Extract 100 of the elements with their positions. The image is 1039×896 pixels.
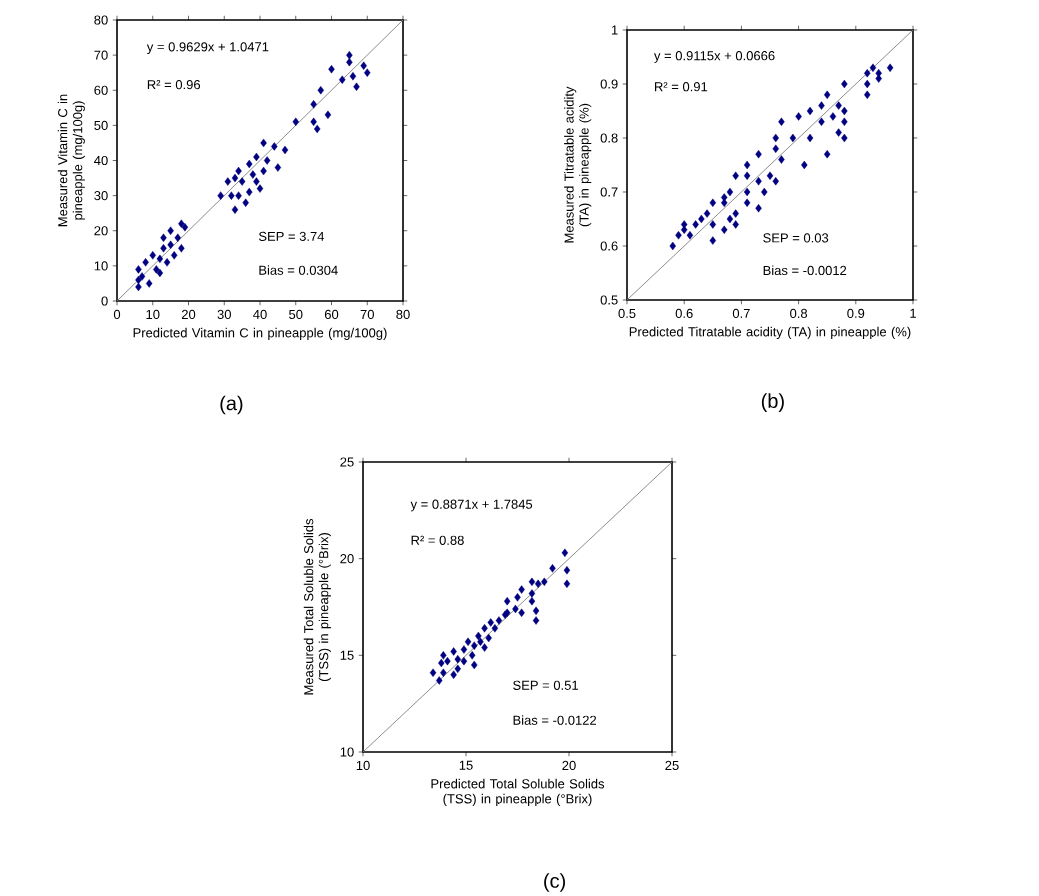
annotation: SEP = 0.51 xyxy=(513,680,579,690)
point xyxy=(864,90,871,99)
x-tick-label: 40 xyxy=(253,309,267,319)
point xyxy=(755,204,762,213)
point xyxy=(260,166,267,176)
y-tick-label: 10 xyxy=(94,261,108,271)
point xyxy=(163,258,171,267)
point xyxy=(732,171,739,180)
point xyxy=(709,236,716,245)
point xyxy=(761,187,768,197)
y-tick-label: 0.5 xyxy=(600,295,618,305)
point xyxy=(541,577,548,587)
x-tick-label: 25 xyxy=(665,760,679,770)
point xyxy=(464,637,472,646)
point xyxy=(353,82,360,91)
point xyxy=(156,254,164,264)
point xyxy=(692,220,699,229)
point xyxy=(875,74,882,83)
annotation: Bias = -0.0012 xyxy=(763,265,847,276)
point xyxy=(246,187,253,197)
point xyxy=(721,225,728,234)
point xyxy=(235,191,242,200)
point xyxy=(743,187,751,197)
point xyxy=(260,138,267,148)
point xyxy=(681,225,688,234)
y-tick-label: 70 xyxy=(94,50,108,60)
point xyxy=(732,209,739,218)
point xyxy=(772,144,779,153)
x-tick-label: 20 xyxy=(562,760,576,770)
x-tick-label: 0.6 xyxy=(675,308,693,318)
point xyxy=(171,251,178,260)
point xyxy=(563,566,571,575)
point xyxy=(440,651,447,660)
point xyxy=(726,214,734,224)
x-tick-label: 80 xyxy=(396,309,410,319)
point xyxy=(235,166,242,176)
point xyxy=(167,226,174,235)
point xyxy=(436,676,443,685)
point xyxy=(512,604,519,614)
point xyxy=(475,631,482,641)
point xyxy=(864,69,871,78)
point xyxy=(491,624,499,633)
point xyxy=(732,220,739,229)
point xyxy=(772,133,779,143)
point xyxy=(256,184,264,193)
x-tick-label: 10 xyxy=(146,309,160,319)
text: (b) xyxy=(761,393,784,412)
text: (c) xyxy=(544,873,566,892)
point xyxy=(669,241,676,251)
x-tick-label: 10 xyxy=(356,760,370,770)
point xyxy=(364,68,371,77)
point xyxy=(471,660,478,670)
point xyxy=(532,606,540,616)
point xyxy=(160,244,167,253)
point xyxy=(835,128,842,137)
point xyxy=(253,177,260,186)
point xyxy=(795,112,802,121)
point xyxy=(450,647,457,656)
x-tick-label: 0 xyxy=(113,309,121,319)
point xyxy=(468,651,476,660)
y-tick-label: 0 xyxy=(101,296,108,306)
point xyxy=(818,101,825,110)
annotation: Bias = 0.0304 xyxy=(259,265,338,275)
point xyxy=(444,656,451,666)
point xyxy=(167,240,174,249)
x-tick-label: 15 xyxy=(459,760,473,770)
point xyxy=(238,177,246,186)
point xyxy=(743,198,751,207)
y-tick-label: 50 xyxy=(94,120,108,130)
point xyxy=(778,155,785,164)
y-tick-label: 60 xyxy=(94,85,108,95)
point xyxy=(438,658,445,668)
point xyxy=(709,198,716,207)
point xyxy=(518,585,525,594)
point xyxy=(886,63,894,72)
point xyxy=(310,100,317,109)
point xyxy=(703,209,711,218)
point xyxy=(686,231,694,240)
point xyxy=(246,159,253,169)
point xyxy=(253,152,260,162)
point xyxy=(440,668,447,677)
x-tick-label: 0.7 xyxy=(732,308,750,318)
annotation: R² = 0.91 xyxy=(655,82,708,92)
annotation: y = 0.9115x + 0.0666 xyxy=(653,51,775,63)
point xyxy=(249,170,257,179)
point xyxy=(228,191,235,200)
y-tick-label: 0.8 xyxy=(600,133,618,143)
point xyxy=(242,198,249,207)
point xyxy=(487,618,494,627)
x-tick-label: 0.5 xyxy=(618,308,636,318)
point xyxy=(142,258,149,267)
point xyxy=(481,624,488,633)
point xyxy=(563,579,571,588)
y-axis-title: Measured Titratable acidity (TA) in pineapple (%) xyxy=(564,86,592,243)
point xyxy=(454,655,461,664)
y-tick-label: 20 xyxy=(94,226,108,236)
point xyxy=(726,187,734,197)
x-tick-label: 70 xyxy=(360,309,374,319)
point xyxy=(145,279,153,288)
point xyxy=(721,198,728,207)
